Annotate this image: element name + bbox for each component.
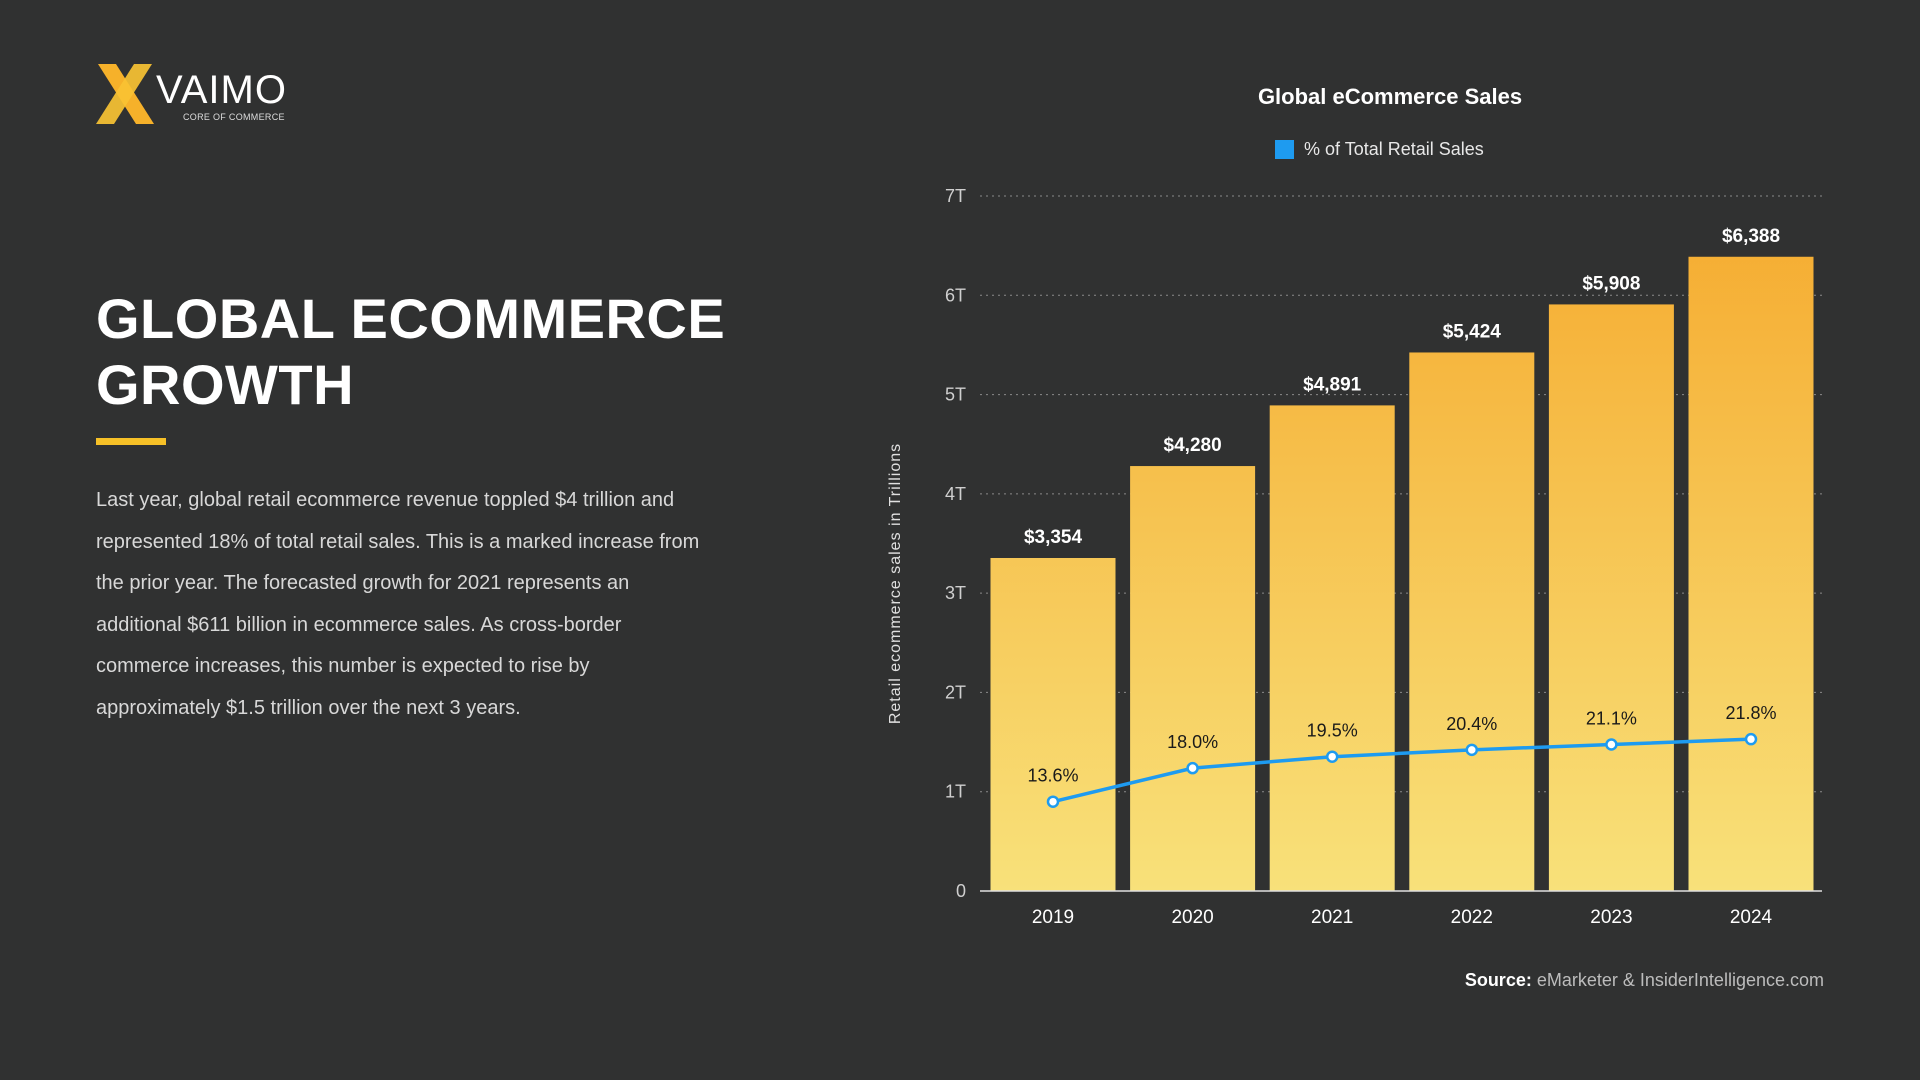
bar-value-label: $3,354 bbox=[1024, 527, 1083, 548]
bar-value-label: $4,280 bbox=[1164, 435, 1222, 456]
percent-point-2020 bbox=[1186, 761, 1199, 775]
legend-label: % of Total Retail Sales bbox=[1304, 139, 1484, 159]
description-paragraph: Last year, global retail ecommerce reven… bbox=[96, 489, 700, 719]
y-tick-label: 5T bbox=[945, 385, 966, 405]
y-tick-label: 3T bbox=[945, 583, 966, 603]
bar-2023 bbox=[1548, 304, 1674, 891]
logo-tagline: CORE OF COMMERCE bbox=[183, 112, 285, 122]
percent-point-2021 bbox=[1325, 750, 1339, 763]
x-tick-label: 2019 bbox=[1032, 907, 1074, 928]
y-tick-label: 6T bbox=[945, 285, 966, 305]
chart-legend: % of Total Retail Sales bbox=[1275, 139, 1484, 160]
percent-point-2022 bbox=[1465, 743, 1479, 757]
bar-2020 bbox=[1130, 466, 1256, 891]
bar-value-label: $5,424 bbox=[1443, 321, 1502, 342]
chart-title: Global eCommerce Sales bbox=[1257, 84, 1523, 109]
logo-brand: VAIMO bbox=[156, 68, 287, 112]
source-label: Source: bbox=[1464, 970, 1532, 990]
percent-point-2024 bbox=[1744, 732, 1758, 746]
page-title: GLOBAL ECOMMERCE GROWTH bbox=[96, 286, 725, 418]
y-tick-label: 4T bbox=[945, 484, 966, 504]
y-tick-label: 2T bbox=[945, 682, 966, 702]
percent-label: 18.0% bbox=[1167, 732, 1218, 752]
vaimo-logo: VAIMO CORE OF COMMERCE bbox=[96, 62, 296, 128]
x-tick-label: 2020 bbox=[1171, 907, 1213, 928]
bar-2021 bbox=[1269, 405, 1395, 891]
bar-value-label: $4,891 bbox=[1303, 374, 1362, 395]
percent-label: 19.5% bbox=[1307, 721, 1358, 741]
source-text: eMarketer & InsiderIntelligence.com bbox=[1536, 970, 1824, 990]
percent-line bbox=[1052, 737, 1752, 804]
y-tick-label: 7T bbox=[945, 186, 966, 206]
title-line-1: GLOBAL ECOMMERCE bbox=[96, 287, 726, 350]
title-line-2: GROWTH bbox=[96, 353, 355, 416]
x-tick-label: 2023 bbox=[1590, 907, 1632, 928]
bar-value-label: $6,388 bbox=[1722, 226, 1780, 247]
percent-point-2023 bbox=[1605, 738, 1618, 751]
x-logo-icon bbox=[96, 64, 154, 124]
accent-bar bbox=[96, 438, 166, 445]
bar-value-label: $5,908 bbox=[1582, 273, 1640, 294]
percent-point-2019 bbox=[1046, 795, 1060, 808]
x-tick-label: 2024 bbox=[1730, 907, 1773, 928]
percent-label: 13.6% bbox=[1027, 766, 1078, 786]
y-axis-label: Retail ecommerce sales in Trillions bbox=[887, 443, 904, 724]
x-tick-label: 2022 bbox=[1451, 907, 1493, 928]
bar-2024 bbox=[1688, 256, 1814, 892]
bar-2019 bbox=[990, 557, 1116, 891]
percent-label: 21.8% bbox=[1725, 703, 1776, 723]
x-tick-label: 2021 bbox=[1311, 907, 1353, 928]
y-tick-label: 1T bbox=[945, 782, 966, 802]
percent-label: 20.4% bbox=[1446, 714, 1497, 734]
percent-label: 21.1% bbox=[1586, 709, 1637, 729]
y-tick-label: 0 bbox=[956, 881, 966, 901]
legend-swatch bbox=[1275, 140, 1294, 159]
source-note: Source: eMarketer & InsiderIntelligence.… bbox=[1465, 970, 1824, 991]
bar-2022 bbox=[1409, 352, 1535, 892]
